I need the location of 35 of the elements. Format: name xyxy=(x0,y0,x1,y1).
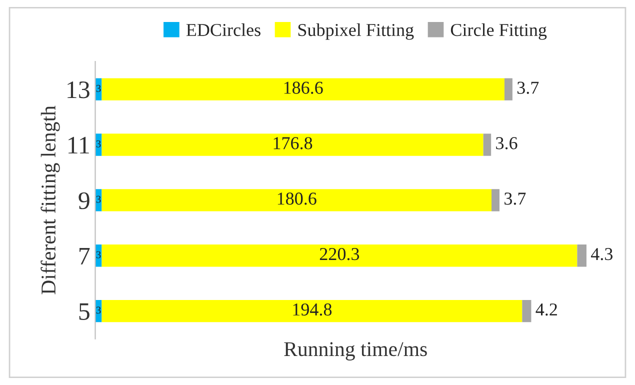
bar xyxy=(102,189,492,212)
data-label: 3 xyxy=(96,306,101,314)
legend-label: Subpixel Fitting xyxy=(298,23,414,40)
bar xyxy=(102,244,578,267)
y-axis-title: Different fitting length xyxy=(40,106,60,294)
legend-label: EDCircles xyxy=(186,23,260,36)
bar xyxy=(577,244,586,267)
data-label: 3 xyxy=(96,251,101,258)
bar xyxy=(504,78,512,100)
bar xyxy=(492,189,500,212)
data-label: 220.3 xyxy=(320,248,360,260)
x-axis-title: Running time/ms xyxy=(284,342,427,360)
bar xyxy=(522,300,532,322)
data-label: 3 xyxy=(96,84,101,92)
legend-label: Circle Fitting xyxy=(450,23,547,40)
data-label: 3.6 xyxy=(496,137,518,150)
data-label: 3.7 xyxy=(504,192,526,205)
data-label: 4.2 xyxy=(536,303,557,316)
y-tick-label: 9 xyxy=(78,192,90,210)
bar xyxy=(102,300,522,322)
data-label: 186.6 xyxy=(284,82,323,94)
data-label: 3 xyxy=(96,140,101,148)
y-tick-label: 7 xyxy=(80,248,90,264)
y-tick-label: 13 xyxy=(68,81,90,98)
data-label: 180.6 xyxy=(278,192,316,205)
data-label: 176.8 xyxy=(274,137,312,150)
data-label: 3.7 xyxy=(517,82,539,94)
bar xyxy=(102,134,484,156)
data-label: 194.8 xyxy=(293,303,332,316)
data-label: 3 xyxy=(96,196,101,203)
y-tick-label: 5 xyxy=(79,303,90,320)
data-label: 4.3 xyxy=(590,248,613,260)
bar xyxy=(483,134,492,156)
bar xyxy=(102,78,504,100)
y-tick-label: 11 xyxy=(68,136,89,154)
